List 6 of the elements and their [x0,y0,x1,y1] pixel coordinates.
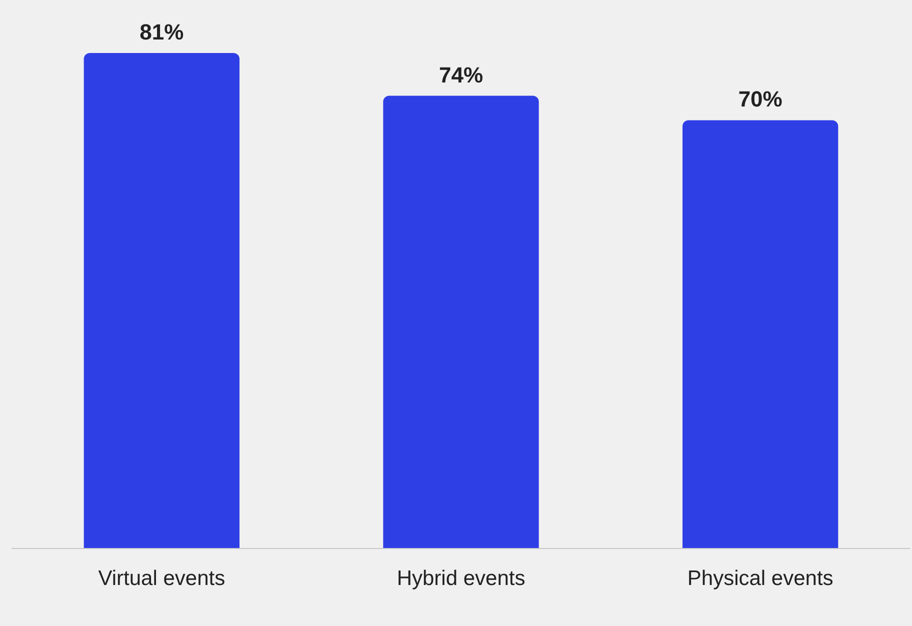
data-label: 70% [738,86,782,112]
data-label: 81% [140,20,184,44]
x-tick-label: Virtual events [98,567,226,590]
x-tick-label: Hybrid events [396,567,526,590]
data-label: 74% [438,62,484,88]
x-tick-label: Physical events [687,567,834,590]
